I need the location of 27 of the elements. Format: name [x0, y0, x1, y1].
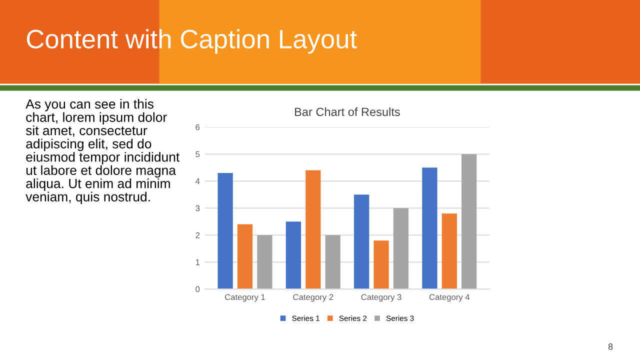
bar — [374, 240, 389, 290]
y-tick-label: 4 — [195, 178, 200, 184]
bar — [393, 208, 409, 290]
bar — [325, 235, 340, 290]
y-tick-label: 6 — [196, 124, 200, 130]
bar — [442, 213, 457, 290]
y-tick-label: 5 — [196, 151, 200, 158]
x-tick-label: Category 2 — [293, 294, 334, 302]
bar — [422, 168, 438, 290]
x-tick-label: Category 4 — [429, 294, 470, 302]
y-tick-label: 1 — [196, 259, 200, 266]
bar — [218, 172, 233, 290]
y-tick-label: 2 — [196, 232, 200, 238]
chart-title: Bar Chart of Results — [295, 107, 400, 116]
y-tick-label: 0 — [196, 286, 200, 292]
bar — [462, 154, 477, 290]
bar — [257, 235, 272, 290]
x-tick-label: Category 1 — [225, 294, 265, 302]
bar — [354, 194, 370, 290]
x-tick-label: Category 3 — [361, 294, 402, 302]
text: 8 — [608, 343, 613, 350]
bar — [306, 170, 321, 290]
bar — [286, 222, 302, 290]
bar — [237, 224, 253, 290]
y-tick-label: 3 — [196, 205, 200, 212]
text: Content with Caption Layout — [26, 29, 357, 54]
text: As you can see in this chart, lorem ipsum dolor sit amet, consectetur adipiscing elit, sed do eiusmod tempor incididunt ut labore et dolore magna aliqua. Ut enim ad minim veniam, quis nostrud. — [26, 99, 180, 204]
